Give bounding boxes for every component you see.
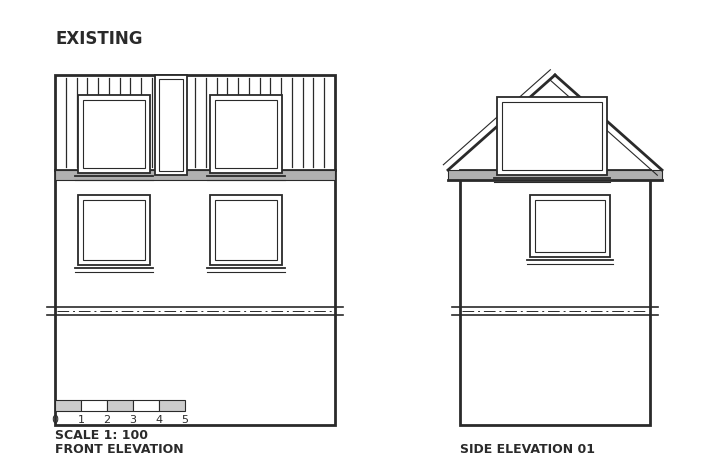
Bar	[215, 200, 277, 260]
Bar	[55, 75, 335, 170]
Text: 2: 2	[104, 415, 111, 425]
Text: SIDE ELEVATION 01: SIDE ELEVATION 01	[460, 443, 595, 456]
Text: 3: 3	[129, 415, 136, 425]
Bar	[55, 170, 335, 180]
Bar	[210, 195, 282, 265]
Bar	[215, 100, 277, 168]
Text: 0: 0	[52, 415, 58, 425]
Text: 1: 1	[77, 415, 84, 425]
Bar	[55, 400, 81, 411]
Bar	[530, 195, 610, 257]
Bar	[155, 75, 187, 175]
Bar	[83, 100, 145, 168]
Bar	[78, 95, 150, 173]
Text: FRONT ELEVATION: FRONT ELEVATION	[55, 443, 184, 456]
Bar	[83, 200, 145, 260]
Bar	[448, 170, 662, 180]
Bar	[107, 400, 133, 411]
Text: SCALE 1: 100: SCALE 1: 100	[55, 429, 148, 442]
Bar	[535, 200, 605, 252]
Bar	[502, 102, 602, 170]
Bar	[159, 79, 183, 171]
Text: 5: 5	[182, 415, 188, 425]
Text: 4: 4	[155, 415, 163, 425]
Bar	[460, 170, 650, 425]
Bar	[497, 97, 607, 175]
Bar	[78, 195, 150, 265]
Bar	[81, 400, 107, 411]
Text: EXISTING: EXISTING	[55, 30, 143, 48]
Bar	[133, 400, 159, 411]
Bar	[55, 170, 335, 425]
Bar	[159, 400, 185, 411]
Bar	[210, 95, 282, 173]
